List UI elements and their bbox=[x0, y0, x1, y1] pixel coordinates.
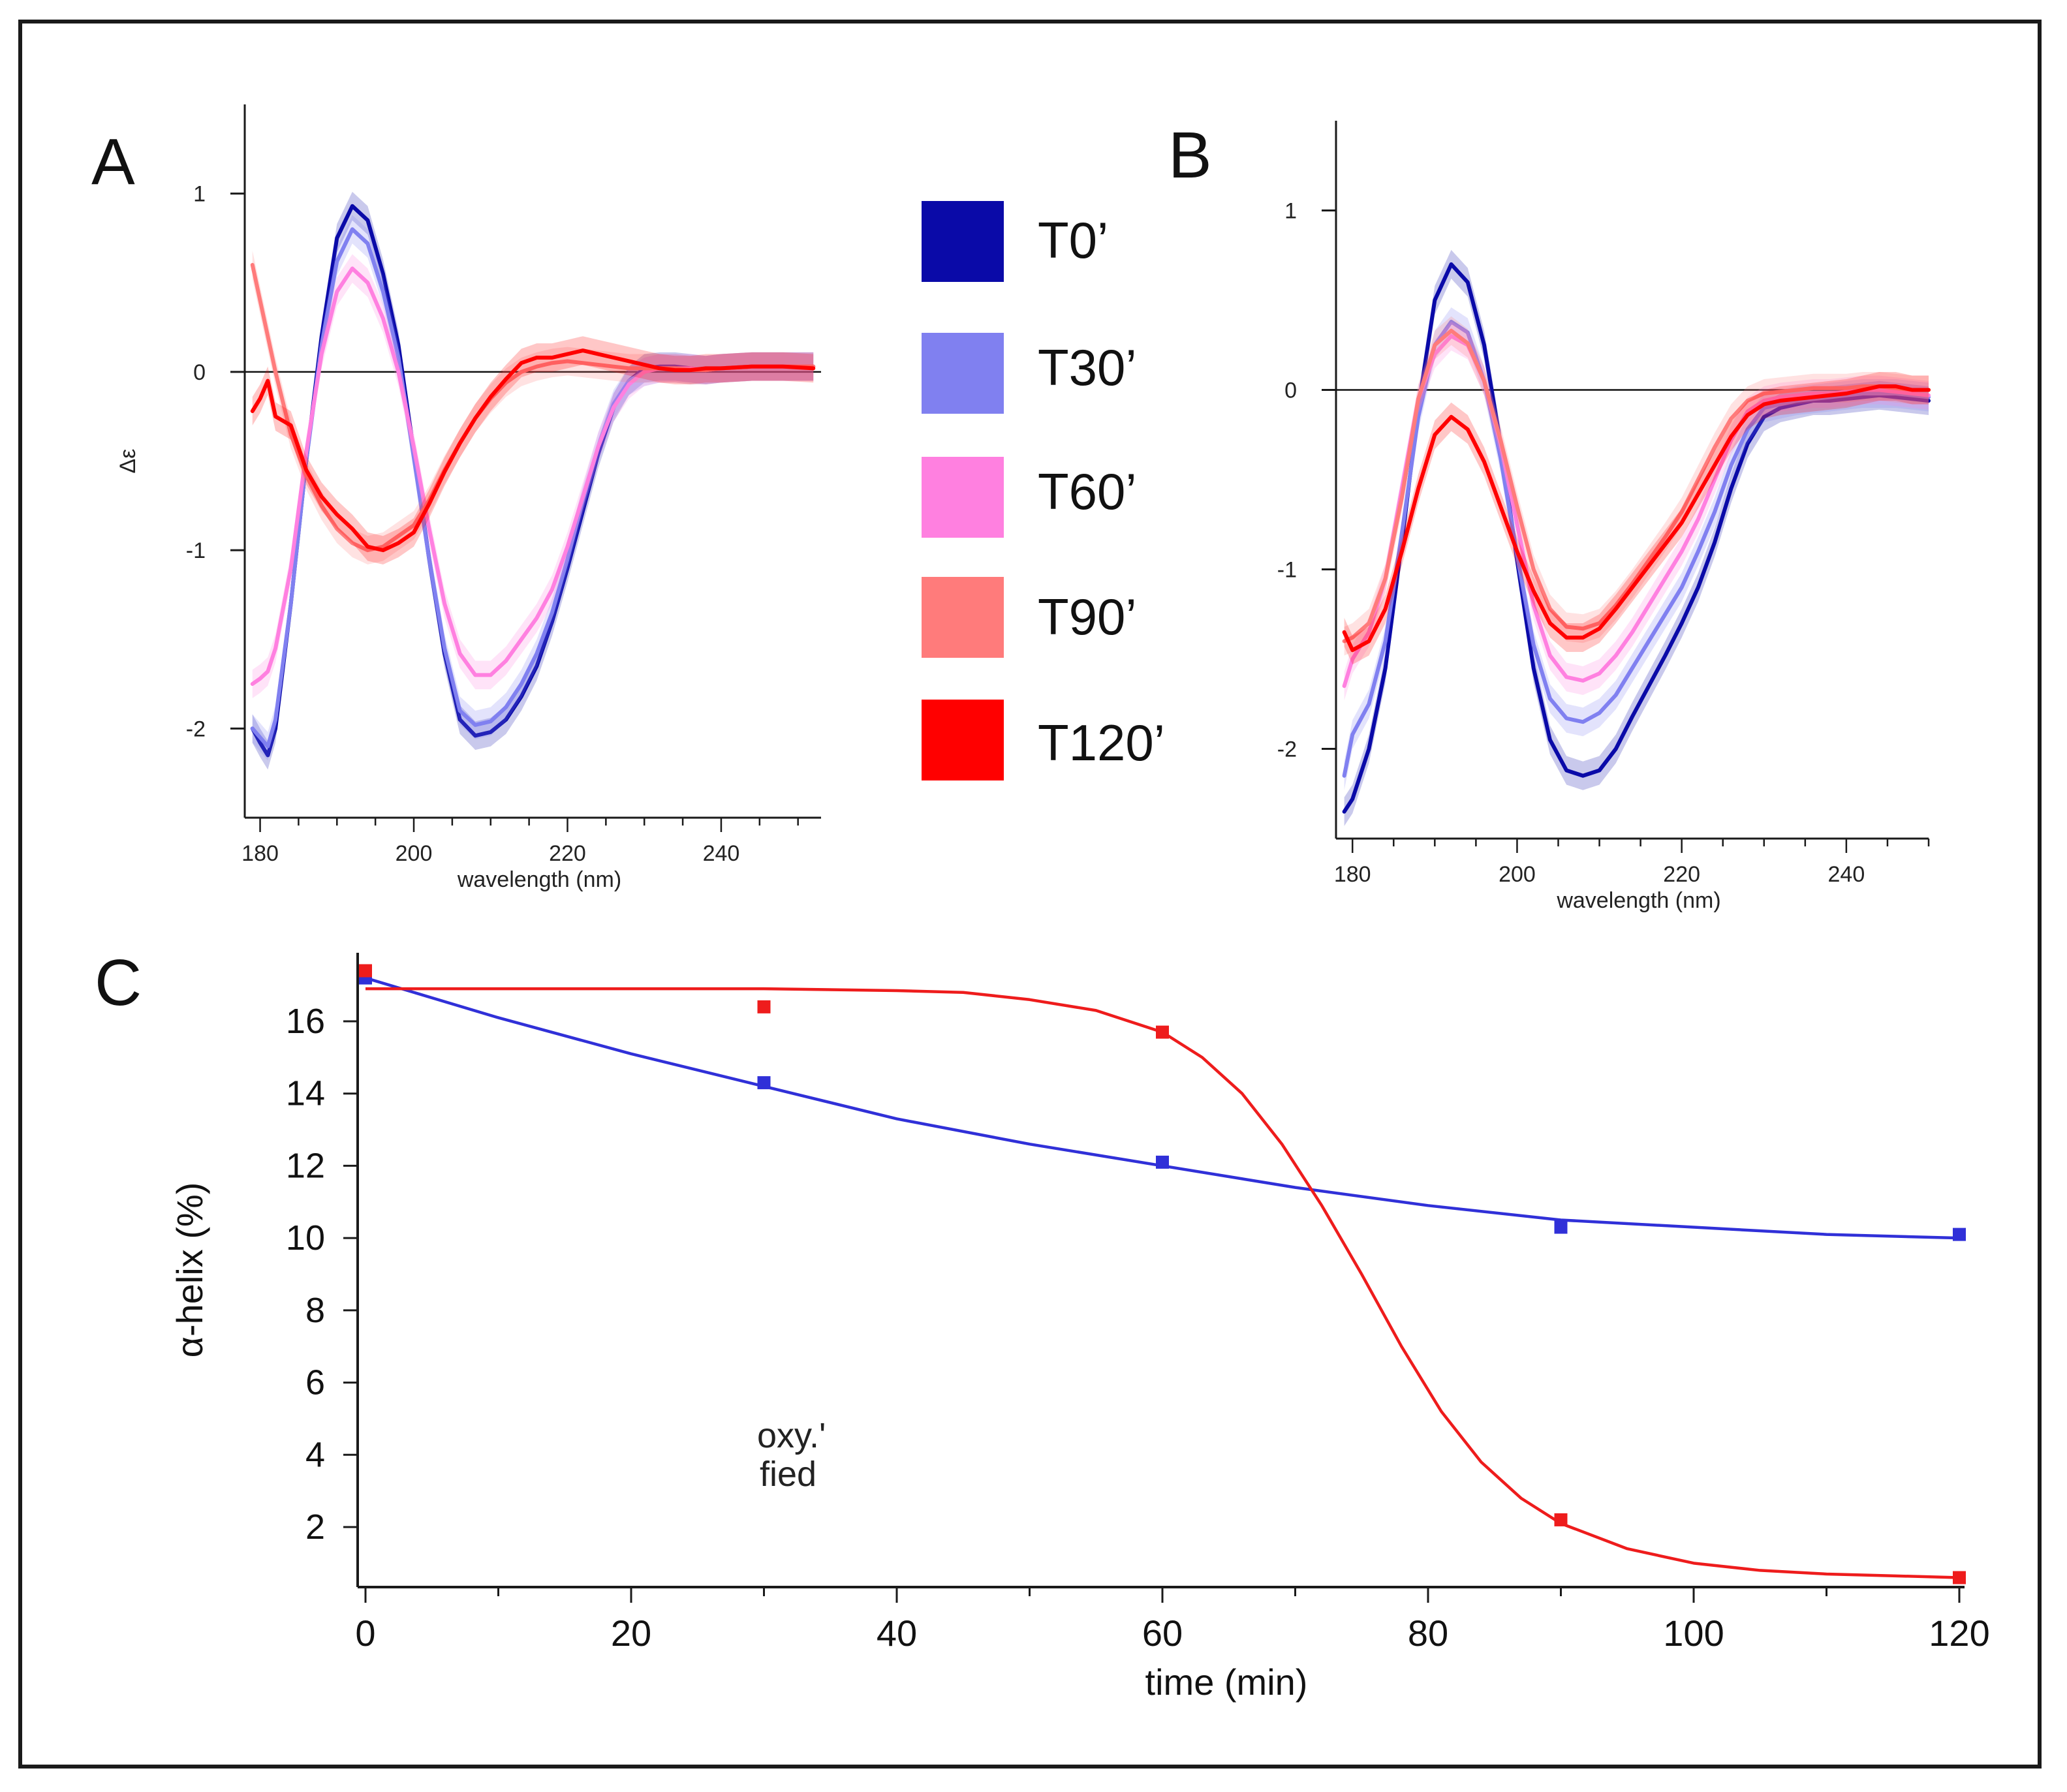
chart-c-x-tick-label: 80 bbox=[1408, 1613, 1448, 1654]
figure-border bbox=[18, 20, 2042, 1769]
chart-b-cd-spectra: 1 0 -1 -2 180 200 220 240 wavelength (nm) bbox=[1277, 121, 1931, 913]
chart-b-line-t120 bbox=[1342, 384, 1931, 653]
chart-b-band-t90 bbox=[1344, 316, 1929, 656]
chart-b-line-t0 bbox=[1342, 262, 1931, 814]
legend-swatch-t120 bbox=[922, 700, 1004, 780]
chart-b-band-t0 bbox=[1344, 250, 1929, 826]
chart-b-x-tick-label: 200 bbox=[1499, 862, 1536, 887]
chart-a-y-tick-label: 1 bbox=[193, 182, 206, 207]
chart-c-point-red bbox=[1554, 1513, 1568, 1526]
chart-b-line-t90 bbox=[1342, 328, 1931, 643]
chart-a-y-tick-label: -1 bbox=[186, 538, 206, 563]
overlay-text: oxy.' fied bbox=[757, 1416, 826, 1494]
chart-c-x-tick-label: 60 bbox=[1142, 1613, 1183, 1654]
legend-swatch-t30 bbox=[922, 333, 1004, 414]
chart-c-fit-red bbox=[365, 987, 1960, 1579]
panel-letter-c: C bbox=[95, 946, 142, 1019]
chart-b-y-tick-label: -1 bbox=[1277, 558, 1297, 583]
legend-label-t120: T120’ bbox=[1038, 714, 1165, 771]
legend: T0’ T30’ T60’ T90’ T120’ bbox=[922, 201, 1165, 780]
chart-c-point-blue bbox=[1554, 1220, 1568, 1234]
legend-label-t30: T30’ bbox=[1038, 339, 1137, 396]
chart-c-y-axis-label: α-helix (%) bbox=[169, 1182, 210, 1358]
legend-label-t60: T60’ bbox=[1038, 463, 1137, 520]
chart-b-band-t60 bbox=[1344, 322, 1929, 701]
chart-c-point-blue bbox=[1156, 1155, 1169, 1169]
chart-b-band-t120 bbox=[1344, 372, 1929, 665]
chart-a-band-t0 bbox=[252, 191, 814, 770]
chart-a-x-tick-label: 240 bbox=[703, 841, 740, 866]
legend-swatch-t60 bbox=[922, 457, 1004, 538]
chart-a-line-t60 bbox=[250, 266, 816, 687]
chart-c-helix-content: 2 4 6 8 10 12 14 16 0 20 40 60 80 100 120 time (min) α-h… bbox=[169, 953, 1990, 1703]
chart-c-x-axis-label: time (min) bbox=[1145, 1661, 1308, 1703]
chart-c-y-tick-label: 4 bbox=[305, 1435, 325, 1474]
chart-c-y-tick-label: 14 bbox=[286, 1074, 325, 1113]
chart-a-y-tick-label: 0 bbox=[193, 360, 206, 385]
chart-b-x-tick-label: 220 bbox=[1663, 862, 1700, 887]
chart-a-x-tick-label: 180 bbox=[241, 841, 279, 866]
panel-letter-a: A bbox=[91, 125, 135, 198]
chart-a-line-t120 bbox=[250, 348, 816, 553]
chart-a-band-t30 bbox=[252, 215, 814, 761]
chart-c-y-tick-label: 8 bbox=[305, 1291, 325, 1330]
chart-a-cd-spectra: 1 0 -1 -2 180 200 220 240 wavelength (nm) Δε bbox=[116, 104, 821, 892]
chart-c-y-tick-label: 2 bbox=[305, 1507, 325, 1547]
chart-b-x-axis-label: wavelength (nm) bbox=[1556, 888, 1720, 913]
chart-c-x-tick-label: 0 bbox=[355, 1613, 375, 1654]
chart-a-y-tick-label: -2 bbox=[186, 717, 206, 741]
chart-c-point-red bbox=[359, 964, 372, 978]
chart-c-y-tick-label: 16 bbox=[286, 1002, 325, 1041]
panel-letter-b: B bbox=[1168, 119, 1212, 192]
legend-swatch-t0 bbox=[922, 201, 1004, 282]
chart-c-y-tick-label: 6 bbox=[305, 1363, 325, 1402]
chart-c-x-tick-label: 100 bbox=[1663, 1613, 1724, 1654]
chart-c-point-blue bbox=[757, 1076, 771, 1090]
chart-b-x-tick-label: 240 bbox=[1828, 862, 1865, 887]
chart-b-x-tick-label: 180 bbox=[1334, 862, 1371, 887]
chart-a-band-t60 bbox=[252, 254, 814, 698]
chart-c-point-red bbox=[1156, 1025, 1169, 1039]
chart-a-band-t120 bbox=[252, 336, 814, 564]
chart-c-x-tick-label: 20 bbox=[611, 1613, 651, 1654]
chart-c-point-blue bbox=[1953, 1228, 1966, 1241]
chart-c-x-tick-label: 120 bbox=[1929, 1613, 1989, 1654]
chart-c-point-red bbox=[1953, 1571, 1966, 1584]
chart-a-x-axis-label: wavelength (nm) bbox=[457, 867, 621, 892]
overlay-text-line1: oxy.' bbox=[757, 1416, 826, 1455]
chart-b-y-tick-label: -2 bbox=[1277, 737, 1297, 762]
overlay-text-line2: fied bbox=[760, 1455, 816, 1494]
chart-c-fit-blue bbox=[365, 976, 1960, 1240]
chart-a-x-tick-label: 200 bbox=[396, 841, 433, 866]
legend-swatch-t90 bbox=[922, 577, 1004, 658]
chart-c-point-red bbox=[757, 1000, 771, 1013]
chart-c-y-tick-label: 10 bbox=[286, 1218, 325, 1258]
chart-b-y-tick-label: 1 bbox=[1284, 199, 1297, 224]
chart-a-y-axis-label: Δε bbox=[116, 449, 140, 474]
chart-c-y-tick-label: 12 bbox=[286, 1146, 325, 1185]
chart-b-y-tick-label: 0 bbox=[1284, 378, 1297, 403]
legend-label-t90: T90’ bbox=[1038, 588, 1137, 645]
chart-c-x-tick-label: 40 bbox=[877, 1613, 917, 1654]
chart-a-x-tick-label: 220 bbox=[549, 841, 586, 866]
legend-label-t0: T0’ bbox=[1038, 211, 1108, 269]
